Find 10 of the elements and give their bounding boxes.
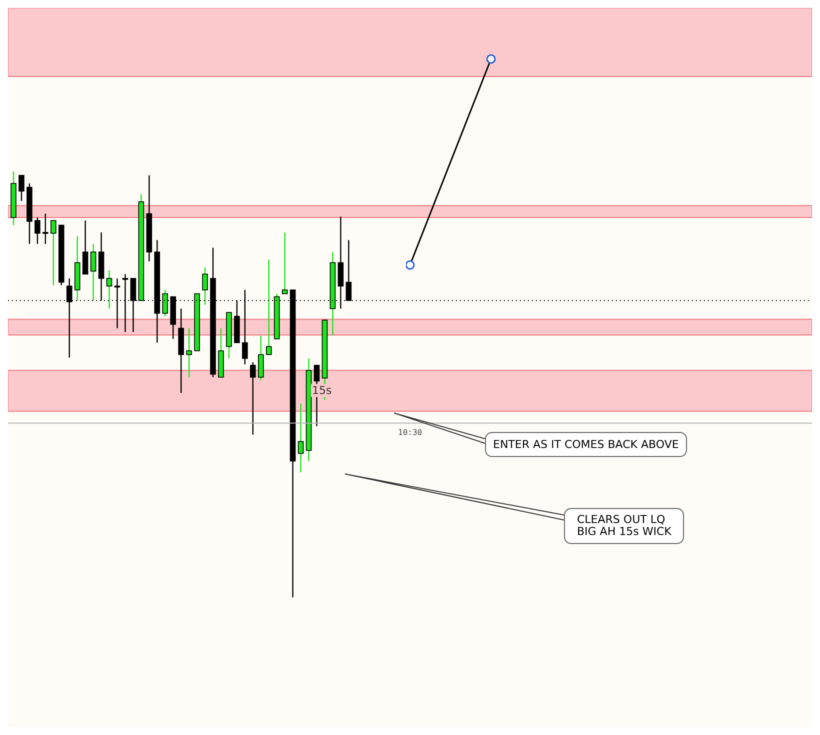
candlestick bbox=[298, 402, 304, 473]
candlestick bbox=[186, 328, 192, 378]
text: CLEARS OUT LQ BIG AH 15s WICK bbox=[564, 508, 684, 544]
candlestick bbox=[146, 174, 152, 262]
text: ENTER AS IT COMES BACK ABOVE bbox=[485, 432, 687, 457]
candlestick bbox=[178, 308, 184, 394]
annotation: 15s bbox=[311, 384, 333, 397]
text: 10:30 bbox=[398, 428, 422, 437]
candlestick bbox=[306, 358, 312, 462]
candlestick bbox=[42, 213, 48, 245]
